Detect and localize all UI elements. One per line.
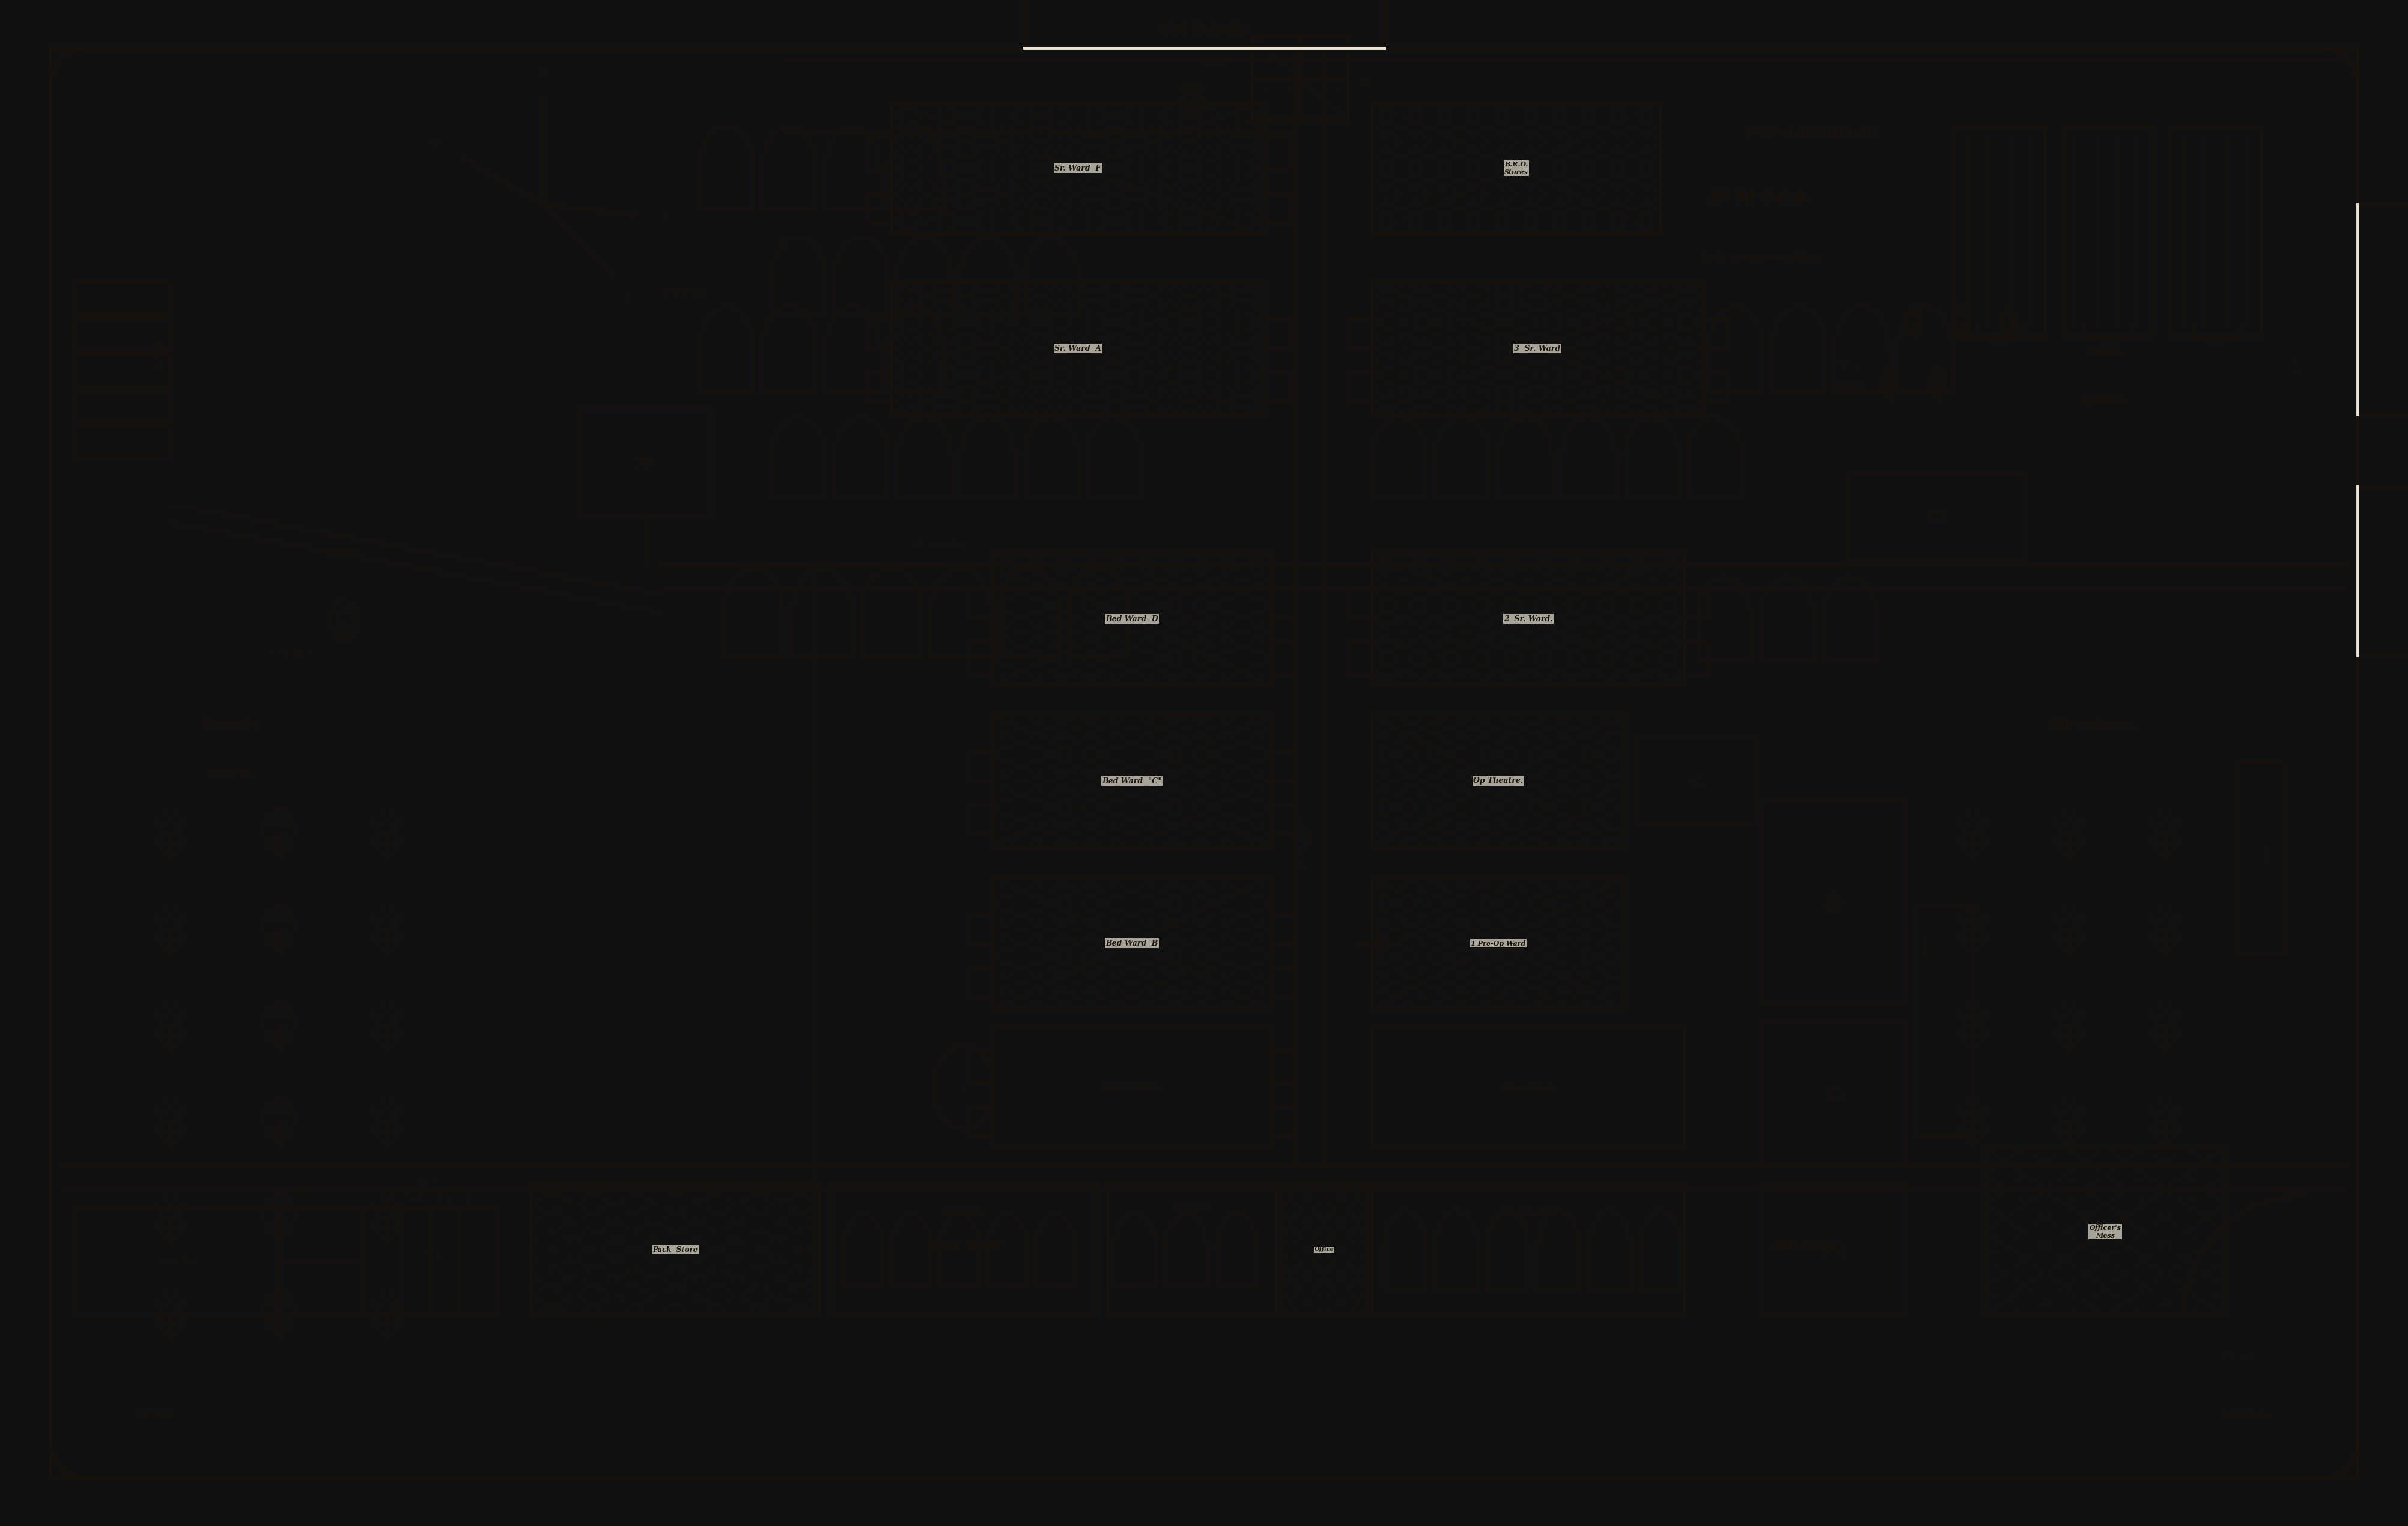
Text: Col T. Kelly: Col T. Kelly (1161, 23, 1247, 37)
Text: Scale 1½ inches = 100Feet.: Scale 1½ inches = 100Feet. (1702, 255, 1820, 262)
Text: Offrs
Mess
Kitchen: Offrs Mess Kitchen (1825, 893, 1845, 909)
Text: Store
Room: Store Room (1690, 775, 1705, 786)
Text: ← Serets →: ← Serets → (272, 650, 311, 656)
Text: Personnel's: Personnel's (205, 720, 258, 729)
Text: ·V Division.: ·V Division. (662, 288, 706, 296)
Text: S/k: S/k (1361, 79, 1370, 85)
Text: 3  Sr. Ward: 3 Sr. Ward (1515, 345, 1560, 353)
Text: Workshops: Workshops (417, 1251, 441, 1257)
Text: Sr. Ward  F: Sr. Ward F (1055, 165, 1100, 172)
Text: S.M˸s Tent.: S.M˸s Tent. (327, 548, 361, 554)
Text: N: N (539, 70, 547, 78)
Text: 29-V-1918.: 29-V-1918. (135, 1412, 176, 1419)
Text: General Arrangement.: General Arrangement. (1746, 127, 1881, 137)
Text: 1 Pre-Op Ward: 1 Pre-Op Ward (1471, 940, 1527, 946)
Text: 3: 3 (961, 1085, 966, 1091)
Text: Officer's Ward A: Officer's Ward A (1103, 1085, 1161, 1090)
Text: Oil etc: Oil etc (294, 1192, 311, 1196)
Text: Dressing Room: Dressing Room (1503, 1085, 1553, 1091)
Text: W.M˸N.D.R.E.: W.M˸N.D.R.E. (2220, 1412, 2273, 1419)
Text: Nº 30 C.C.S.: Nº 30 C.C.S. (1710, 191, 1811, 206)
Text: Sgts.
Mess: Sgts. Mess (638, 456, 653, 468)
Text: Latrine.: Latrine. (2295, 354, 2300, 374)
Text: Dentist: Dentist (1204, 63, 1226, 67)
Text: Bed Ward  "C": Bed Ward "C" (1103, 777, 1163, 784)
Text: Sister's
Mess: Sister's Mess (1926, 511, 1948, 522)
Text: B.R.O.
Stores: B.R.O. Stores (1505, 162, 1529, 175)
Text: Ablution Shed: Ablution Shed (157, 1259, 195, 1265)
Text: W: W (431, 140, 438, 148)
Text: Bed Ward  B: Bed Ward B (1105, 940, 1158, 948)
Text: 500 Beds.: 500 Beds. (1772, 1241, 1837, 1251)
Text: Sr. Ward  A: Sr. Ward A (1055, 345, 1100, 353)
Text: Office: Office (1315, 1247, 1334, 1253)
Text: Sister's: Sister's (2088, 348, 2121, 356)
Text: Main  Road: Main Road (927, 1241, 1002, 1251)
Text: Pack  Store: Pack Store (653, 1245, 698, 1253)
Text: Bed Ward  D: Bed Ward D (1105, 615, 1158, 623)
Text: Reception Room: Reception Room (1500, 1210, 1558, 1215)
Text: Disinfr: Disinfr (421, 1180, 438, 1184)
Text: Quarters.: Quarters. (2083, 395, 2126, 404)
Text: E: E (662, 212, 669, 220)
Text: Dispensary: Dispensary (1175, 1204, 1209, 1209)
Text: Latrines.: Latrines. (157, 342, 161, 368)
Text: Coal
Blankets
Stretchers: Coal Blankets Stretchers (1823, 1242, 1847, 1257)
Text: Main  Duckboard
       Walk: Main Duckboard Walk (1300, 819, 1312, 867)
Text: Dining: Dining (1922, 940, 1926, 957)
Text: Q.M˸s Stores: Q.M˸s Stores (942, 1210, 985, 1215)
Text: Lorry Turn.: Lorry Turn. (2220, 1354, 2254, 1360)
Text: Quarters.: Quarters. (209, 769, 253, 777)
Text: 2  Sr. Ward.: 2 Sr. Ward. (1505, 615, 1553, 623)
Text: Officer's
Mess: Officer's Mess (2090, 1224, 2121, 1239)
Text: Cook
House: Cook House (1825, 1088, 1845, 1099)
Text: Recreation Tent: Recreation Tent (915, 543, 963, 548)
Text: Bath: Bath (780, 235, 785, 247)
Text: Entrance: Entrance (1835, 363, 1859, 368)
Text: S: S (624, 295, 631, 302)
Text: Op Theatre.: Op Theatre. (1474, 777, 1524, 784)
Text: Latrine.: Latrine. (2266, 845, 2271, 867)
Text: Officer's Quarters.: Officer's Quarters. (2049, 720, 2136, 729)
